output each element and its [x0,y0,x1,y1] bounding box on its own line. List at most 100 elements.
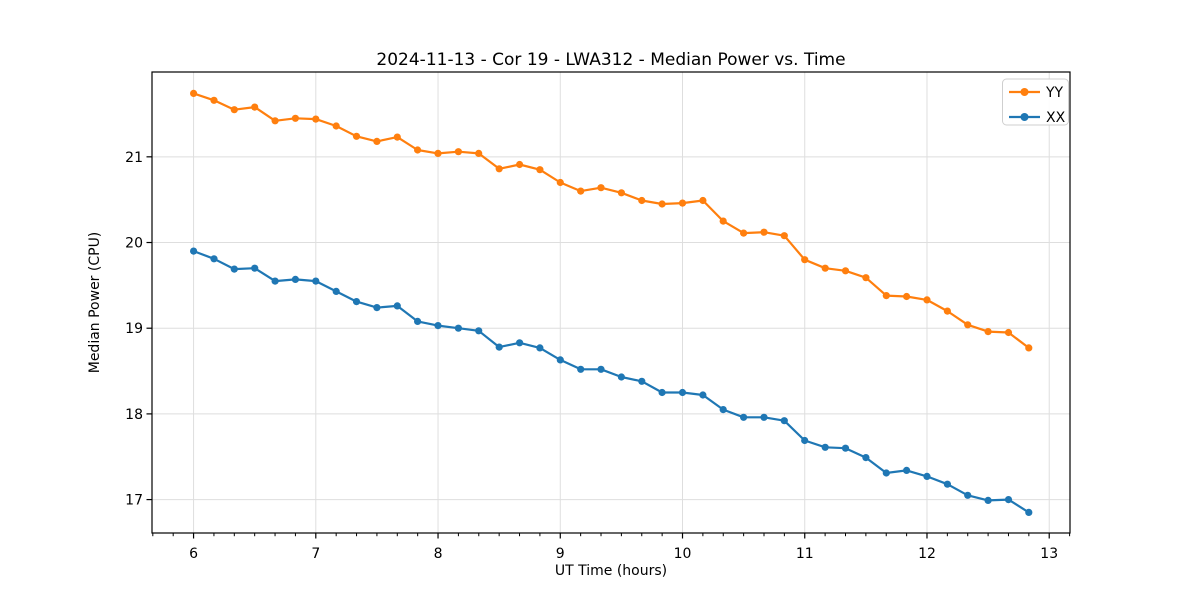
series-YY-point [841,267,850,275]
series-XX-point [210,255,218,263]
series-XX-point [393,302,401,310]
legend-marker-YY [1020,88,1029,96]
series-XX-point [821,443,829,451]
series-XX-point [475,327,483,335]
series-XX-point [658,388,666,397]
chart-title: 2024-11-13 - Cor 19 - LWA312 - Median Po… [376,50,845,70]
series-YY-point [699,196,707,205]
series-YY-point [475,149,483,157]
series-XX-point [923,472,931,480]
series-YY-point [352,132,361,140]
series-YY-point [516,160,524,169]
series-YY-point [862,274,870,282]
series-XX-point [1025,508,1033,516]
series-XX-point [638,377,646,385]
legend-marker-XX [1020,113,1029,121]
series-XX-point [332,287,340,295]
x-tick-label: 12 [918,546,936,562]
series-YY-point [984,328,992,336]
series-XX-point [699,391,707,399]
x-tick-label: 9 [556,546,565,562]
series-YY-point [373,137,381,145]
series-XX-point [251,264,259,272]
series-XX-point [801,436,809,445]
series-YY-point [638,196,646,205]
series-XX-point [434,322,442,330]
series-XX-point [740,413,748,421]
y-tick-label: 21 [125,150,143,166]
series-YY-point [678,199,687,207]
series-XX-point [230,265,238,273]
x-tick-label: 13 [1040,546,1058,562]
series-YY-point [312,115,320,123]
series-YY-point [251,103,259,111]
series-XX-point [882,469,890,477]
series-XX-point [903,466,911,474]
series-XX-point [862,454,870,462]
series-YY-point [943,307,952,315]
series-YY-point [964,321,972,329]
series-YY-point [577,187,585,195]
series-XX-point [312,277,320,285]
series-XX-point [352,298,361,306]
series-YY-point [801,256,809,264]
series-YY-point [740,229,748,237]
series-XX-point [577,365,585,373]
series-XX-point [536,344,544,352]
series-YY-point [1004,328,1013,337]
y-tick-label: 17 [125,493,143,509]
series-YY-line [193,92,1030,349]
series-XX-point [556,356,564,364]
y-tick-label: 19 [125,321,143,337]
series-YY-point [434,149,442,157]
x-axis-label: UT Time (hours) [555,563,667,579]
series-YY-point [454,148,462,156]
axes-frame [151,71,1071,534]
series-XX-point [964,491,972,499]
series-YY-point [780,232,788,240]
series-XX-point [678,388,687,397]
series-YY-point [230,106,238,114]
series-YY-point [414,146,422,154]
series-YY-point [210,96,218,104]
series-XX-point [780,417,788,425]
series-YY-point [617,189,626,197]
series-XX-point [1004,496,1013,504]
series-YY-point [882,292,890,300]
legend-label-YY: YY [1045,85,1064,101]
series-XX-point [617,373,626,381]
series-XX-point [373,304,381,312]
series-YY-point [719,217,727,225]
y-axis-label: Median Power (CPU) [87,232,103,374]
series-XX-point [719,406,727,414]
series-YY-point [597,184,605,192]
series-YY-point [536,166,544,174]
series-XX-point [597,365,605,373]
series-YY-point [760,228,768,236]
legend-label-XX: XX [1046,110,1066,126]
series-XX-point [291,275,299,283]
series-YY-point [1025,344,1033,352]
series-YY-point [271,117,279,125]
series-YY-point [495,165,503,173]
x-tick-label: 10 [674,546,692,562]
y-tick-label: 20 [125,236,143,252]
series-XX-point [943,480,952,488]
series-XX-point [516,339,524,347]
series-XX-point [984,496,992,504]
series-XX-point [454,324,462,332]
series-XX-point [414,317,422,325]
series-YY-point [190,89,198,97]
x-tick-label: 8 [434,546,443,562]
y-tick-label: 18 [125,407,143,423]
series-YY-point [658,200,666,208]
x-tick-label: 6 [189,546,198,562]
series-XX-point [495,343,503,351]
series-YY-point [821,264,829,272]
series-XX-point [841,444,850,452]
series-YY-point [923,296,931,304]
series-XX-point [760,413,768,421]
